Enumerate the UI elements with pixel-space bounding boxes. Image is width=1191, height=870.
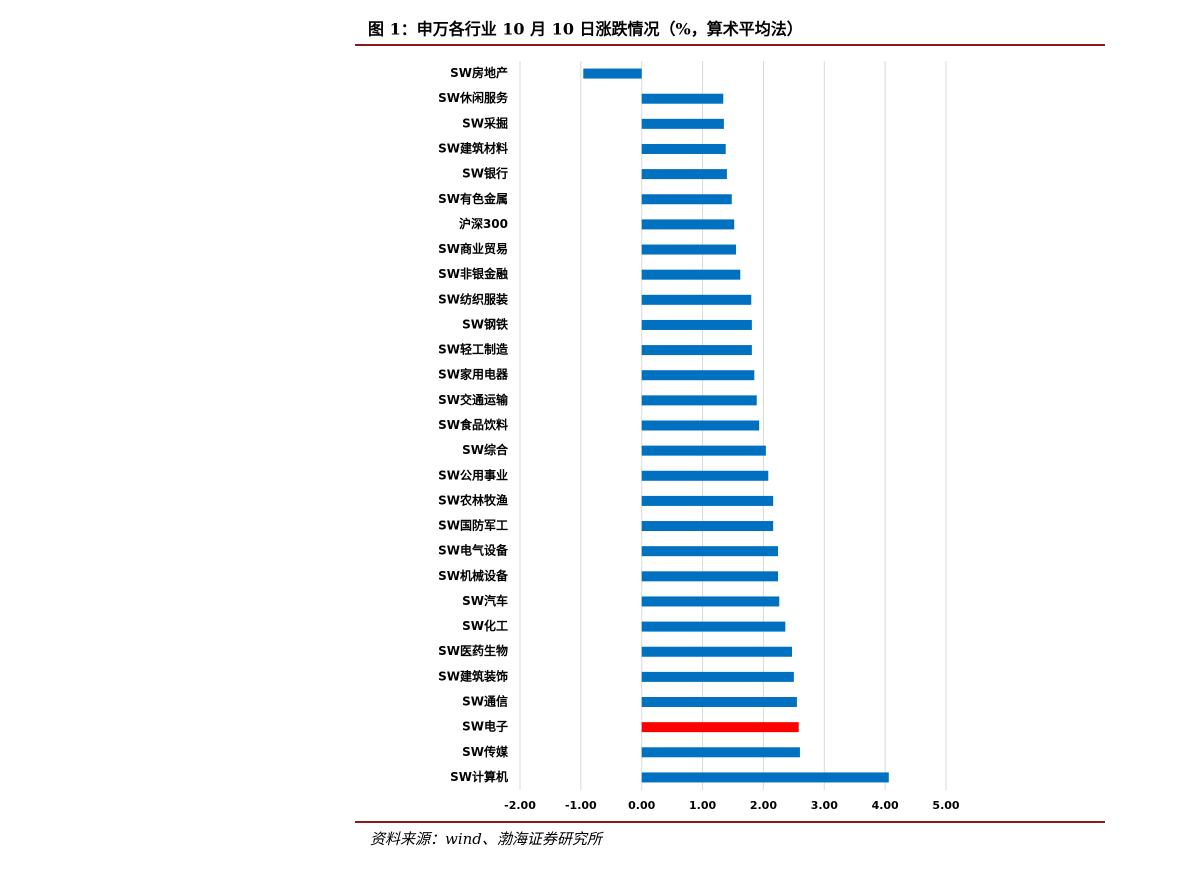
y-tick-label: SW农林牧渔 [438, 492, 508, 507]
y-tick-label: SW传媒 [462, 744, 509, 759]
x-tick-label: 2.00 [750, 799, 777, 812]
bar [641, 546, 779, 557]
bar [641, 93, 724, 104]
y-tick-label: SW化工 [462, 618, 508, 633]
x-tick-label: 1.00 [689, 799, 716, 812]
bar [641, 571, 779, 582]
y-tick-label: SW银行 [462, 166, 508, 181]
y-tick-label: SW电子 [462, 719, 508, 734]
y-tick-label: SW建筑装饰 [438, 668, 508, 683]
x-tick-label: 4.00 [872, 799, 899, 812]
bar [641, 621, 786, 632]
bar [641, 646, 793, 657]
bar [641, 269, 741, 280]
bar [641, 697, 797, 708]
x-tick-label: -2.00 [504, 799, 536, 812]
source: 资料来源：wind、渤海证券研究所 [370, 830, 604, 848]
bar [641, 294, 752, 305]
bar [583, 68, 642, 79]
bar [641, 370, 755, 381]
bar [641, 143, 726, 154]
bar [641, 219, 735, 230]
bar [641, 671, 794, 682]
y-tick-label: 沪深300 [459, 216, 508, 231]
chart-title: 图 1：申万各行业 10 月 10 日涨跌情况（%，算术平均法） [368, 20, 803, 39]
y-tick-label: SW机械设备 [438, 568, 509, 583]
y-tick-label: SW公用事业 [438, 467, 508, 482]
bar [641, 345, 752, 356]
bar [641, 395, 757, 406]
y-tick-label: SW房地产 [450, 65, 508, 80]
y-tick-label: SW有色金属 [438, 191, 508, 206]
bar [641, 596, 780, 607]
bar [641, 772, 889, 783]
bar [641, 445, 766, 456]
bar [641, 747, 800, 758]
bar [641, 521, 774, 532]
y-tick-label: SW综合 [462, 442, 509, 457]
x-tick-label: 0.00 [628, 799, 655, 812]
y-tick-label: SW通信 [462, 694, 508, 709]
y-tick-label: SW家用电器 [438, 367, 509, 382]
bar [641, 470, 769, 481]
bar [641, 420, 760, 431]
x-tick-label: 5.00 [932, 799, 959, 812]
y-tick-label: SW休闲服务 [438, 90, 509, 105]
y-tick-label: SW计算机 [450, 769, 508, 784]
y-tick-label: SW食品饮料 [438, 417, 508, 432]
bar [641, 319, 752, 330]
y-tick-label: SW医药生物 [438, 643, 508, 658]
bar [641, 118, 724, 129]
bar [641, 495, 774, 506]
y-tick-label: SW汽车 [462, 593, 508, 608]
x-tick-label: 3.00 [811, 799, 838, 812]
bar [641, 169, 727, 180]
y-tick-label: SW交通运输 [438, 392, 509, 407]
y-tick-label: SW非银金融 [438, 266, 508, 281]
bar [641, 194, 732, 205]
y-tick-label: SW建筑材料 [438, 140, 508, 155]
y-tick-label: SW钢铁 [462, 316, 508, 331]
bar [641, 722, 799, 733]
bar [641, 244, 737, 255]
y-tick-label: SW纺织服装 [438, 291, 508, 306]
y-tick-label: SW轻工制造 [438, 342, 509, 357]
y-tick-label: SW电气设备 [438, 543, 509, 558]
x-tick-label: -1.00 [565, 799, 597, 812]
y-tick-label: SW商业贸易 [438, 241, 508, 256]
y-tick-label: SW采掘 [462, 115, 508, 130]
y-tick-label: SW国防军工 [438, 518, 508, 533]
